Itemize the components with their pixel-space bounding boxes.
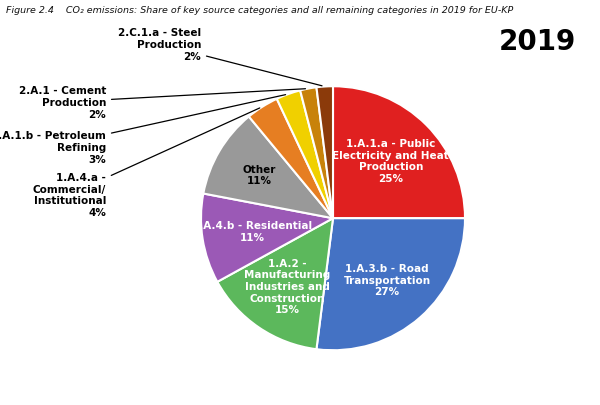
Text: 1.A.4.a -
Commercial/
Institutional
4%: 1.A.4.a - Commercial/ Institutional 4% xyxy=(33,109,260,217)
Wedge shape xyxy=(333,87,465,219)
Wedge shape xyxy=(201,194,333,282)
Wedge shape xyxy=(316,219,465,350)
Text: 2019: 2019 xyxy=(499,28,576,56)
Text: 1.A.4.b - Residential
11%: 1.A.4.b - Residential 11% xyxy=(192,221,312,242)
Text: 1.A.3.b - Road
Transportation
27%: 1.A.3.b - Road Transportation 27% xyxy=(344,263,431,296)
Wedge shape xyxy=(316,87,333,219)
Text: 1.A.2 -
Manufacturing
Industries and
Construction
15%: 1.A.2 - Manufacturing Industries and Con… xyxy=(244,258,330,314)
Text: 1.A.1.a - Public
Electricity and Heat
Production
25%: 1.A.1.a - Public Electricity and Heat Pr… xyxy=(332,139,449,183)
Wedge shape xyxy=(277,91,333,219)
Text: 2.A.1 - Cement
Production
2%: 2.A.1 - Cement Production 2% xyxy=(19,86,305,119)
Text: 2.C.1.a - Steel
Production
2%: 2.C.1.a - Steel Production 2% xyxy=(118,28,322,87)
Text: Figure 2.4    CO₂ emissions: Share of key source categories and all remaining ca: Figure 2.4 CO₂ emissions: Share of key s… xyxy=(6,6,513,15)
Text: Other
11%: Other 11% xyxy=(242,164,276,186)
Wedge shape xyxy=(203,117,333,219)
Wedge shape xyxy=(249,100,333,219)
Wedge shape xyxy=(300,88,333,219)
Text: 1.A.1.b - Petroleum
Refining
3%: 1.A.1.b - Petroleum Refining 3% xyxy=(0,96,286,164)
Wedge shape xyxy=(217,219,333,350)
